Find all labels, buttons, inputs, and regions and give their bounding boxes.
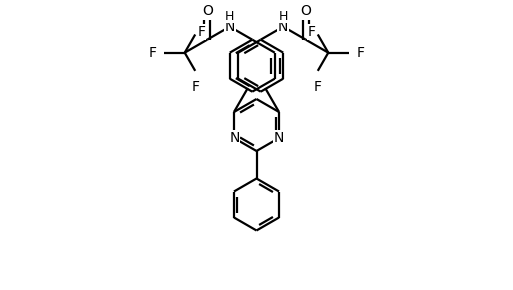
Text: N: N (278, 20, 288, 34)
Text: F: F (148, 46, 156, 60)
Text: N: N (225, 20, 235, 34)
Text: N: N (229, 131, 240, 145)
Text: F: F (314, 80, 322, 94)
Text: H: H (279, 10, 288, 23)
Text: H: H (225, 10, 234, 23)
Text: O: O (300, 4, 311, 18)
Text: F: F (307, 25, 315, 39)
Text: O: O (202, 4, 213, 18)
Text: F: F (357, 46, 365, 60)
Text: F: F (191, 80, 199, 94)
Text: N: N (273, 131, 284, 145)
Text: F: F (198, 25, 206, 39)
